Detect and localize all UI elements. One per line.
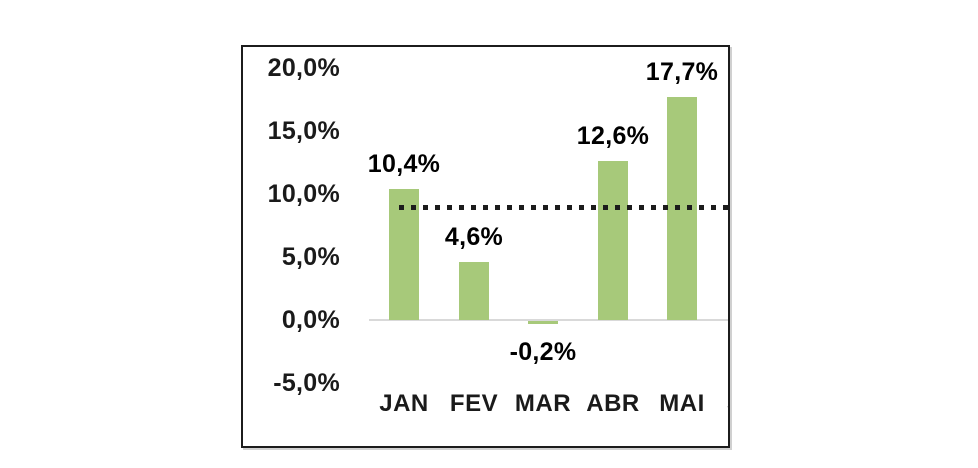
y-axis-tick-label: 5,0% xyxy=(281,243,340,271)
bar xyxy=(598,161,628,320)
x-axis-category-label: ABR xyxy=(586,390,640,417)
bar-data-label: 10,4% xyxy=(367,150,441,178)
zero-axis-line xyxy=(369,319,728,321)
bar-data-label: 17,7% xyxy=(645,58,719,86)
x-axis-category-label: JAN xyxy=(379,390,429,417)
y-axis-tick-label: -5,0% xyxy=(273,369,340,397)
bar-chart: 20,0% 15,0% 10,0% 5,0% 0,0% -5,0% 10,4% 4,6% -0,… xyxy=(243,47,728,446)
y-axis-tick-label: 10,0% xyxy=(267,180,340,208)
average-reference-line xyxy=(399,205,728,210)
x-axis-category-label-clipped: JUN xyxy=(707,391,728,417)
bar-data-label: -0,2% xyxy=(509,338,577,366)
bar-data-label: 4,6% xyxy=(444,223,504,251)
bar xyxy=(389,189,419,320)
x-axis-category-label: MAI xyxy=(659,390,705,417)
bar xyxy=(528,321,558,324)
x-axis-category-label: MAR xyxy=(514,390,572,417)
x-axis-category-label: FEV xyxy=(449,390,499,417)
y-axis-tick-label: 20,0% xyxy=(267,54,340,82)
chart-frame: 20,0% 15,0% 10,0% 5,0% 0,0% -5,0% 10,4% 4,6% -0,… xyxy=(241,45,730,448)
y-axis-tick-label: 0,0% xyxy=(281,306,340,334)
bar xyxy=(459,262,489,320)
bar-data-label: 12,6% xyxy=(576,122,650,150)
y-axis-tick-label: 15,0% xyxy=(267,117,340,145)
